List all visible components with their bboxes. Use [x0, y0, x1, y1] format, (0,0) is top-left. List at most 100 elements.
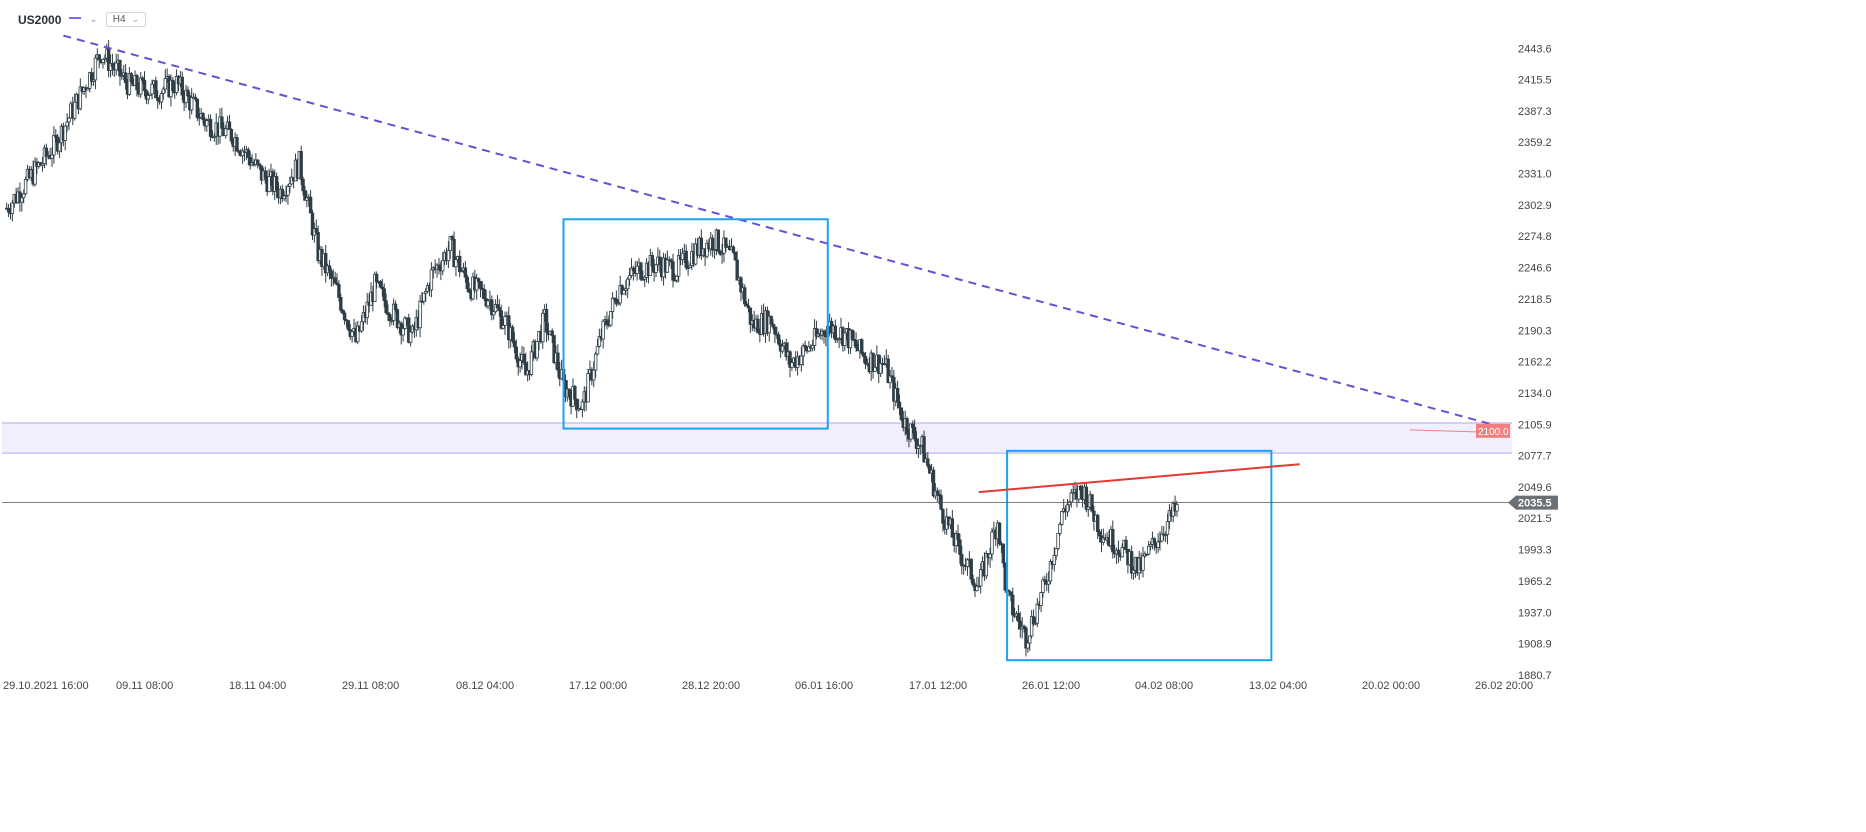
candle-body: [1158, 540, 1162, 543]
candle: [686, 260, 690, 276]
candle: [635, 260, 639, 281]
candle-body: [140, 77, 145, 81]
candle-body: [635, 265, 639, 274]
candle: [916, 438, 921, 459]
candle-body: [890, 375, 894, 378]
candle-body: [863, 356, 868, 365]
candle: [478, 280, 483, 298]
candle-body: [1046, 580, 1051, 585]
candle-body: [699, 237, 704, 257]
candle: [597, 328, 602, 348]
candle-body: [57, 142, 62, 152]
candle: [1071, 484, 1075, 502]
candle: [522, 346, 526, 365]
candle-body: [201, 113, 205, 121]
candle-body: [491, 311, 496, 316]
candle-body: [616, 302, 620, 305]
candle-body: [54, 135, 58, 138]
candle: [174, 69, 179, 96]
candle-body: [40, 163, 45, 166]
candle-body: [918, 444, 922, 447]
candle: [256, 159, 260, 169]
candle-body: [418, 300, 422, 329]
drawing-line-icon[interactable]: [69, 17, 82, 25]
candle-body: [374, 273, 379, 283]
candle: [197, 107, 201, 126]
candle-body: [407, 317, 411, 343]
candle: [518, 352, 522, 373]
candle: [408, 325, 413, 347]
candle-body: [267, 176, 271, 192]
candle: [67, 116, 71, 130]
candle-body: [684, 250, 688, 268]
candle: [1065, 499, 1070, 517]
candle: [97, 53, 101, 69]
candle: [393, 300, 398, 313]
candle-body: [386, 312, 390, 315]
y-tick-label: 2021.5: [1518, 513, 1552, 525]
candle-body: [773, 326, 777, 335]
candle: [935, 487, 939, 502]
candle: [854, 332, 858, 352]
candle-body: [861, 352, 866, 357]
candle-body: [308, 196, 313, 214]
alert-price-badge: [1476, 423, 1510, 438]
candle: [373, 271, 377, 303]
x-tick-label: 17.12 00:00: [569, 680, 627, 692]
candle: [969, 558, 973, 584]
candle-body: [769, 315, 773, 325]
x-tick-label: 20.02 00:00: [1362, 680, 1420, 692]
chevron-down-icon[interactable]: ⌄: [89, 14, 98, 25]
candle: [863, 351, 868, 370]
candle-body: [93, 57, 98, 81]
candle: [1029, 609, 1034, 639]
candle-body: [303, 190, 307, 201]
candle-body: [720, 252, 724, 255]
candle-body: [101, 58, 105, 63]
candle-body: [790, 362, 794, 368]
candle: [956, 524, 960, 547]
candle: [610, 292, 615, 319]
candle-body: [801, 345, 805, 357]
candle: [1152, 537, 1157, 551]
candle-body: [1054, 548, 1058, 556]
candle-body: [1039, 592, 1043, 606]
candle-body: [114, 62, 118, 71]
symbol-label[interactable]: US2000: [18, 12, 62, 27]
timeframe-select[interactable]: H4 ⌄: [105, 12, 147, 27]
candle: [229, 128, 234, 145]
candle: [705, 239, 709, 259]
candle-body: [359, 321, 364, 332]
candle: [23, 176, 28, 196]
candle: [1022, 624, 1026, 633]
candle: [465, 274, 469, 293]
candle-body: [510, 326, 515, 342]
candle: [911, 420, 915, 434]
candle-body: [735, 259, 739, 281]
candle-body: [965, 559, 970, 567]
candle-body: [1065, 504, 1070, 513]
candle: [237, 149, 241, 156]
candle-body: [161, 88, 166, 94]
x-tick-label: 17.01 12:00: [909, 680, 967, 692]
candle-body: [120, 75, 124, 77]
candle-body: [593, 353, 598, 371]
candle: [450, 234, 454, 241]
candle: [123, 64, 128, 90]
candle-body: [641, 278, 645, 281]
candle: [333, 271, 337, 284]
candle: [189, 88, 194, 115]
candle: [1095, 513, 1100, 540]
candle: [620, 283, 624, 296]
candle-body: [567, 388, 571, 397]
candle: [769, 315, 773, 325]
candle-body: [601, 320, 605, 340]
candle: [486, 298, 490, 310]
candle: [965, 558, 970, 576]
candle-body: [1175, 504, 1179, 512]
candle-body: [171, 79, 175, 91]
candle: [665, 250, 670, 274]
candle-body: [482, 289, 486, 300]
candle: [744, 301, 749, 307]
